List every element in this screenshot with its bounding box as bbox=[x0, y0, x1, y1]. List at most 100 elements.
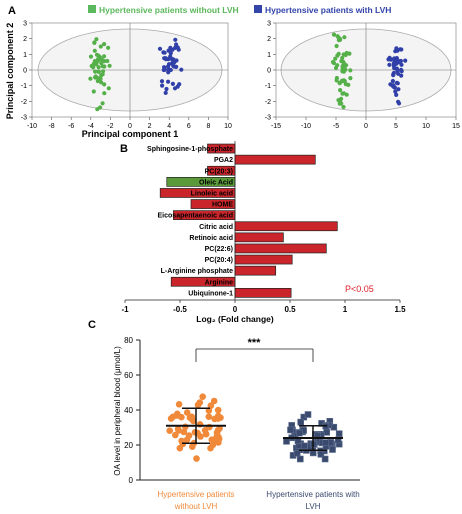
y-tick-label: 60 bbox=[124, 371, 133, 380]
oa-point bbox=[202, 430, 210, 438]
pca-point bbox=[179, 67, 184, 72]
bar-category-label: Arginine bbox=[205, 279, 233, 286]
oa-point bbox=[166, 427, 173, 435]
x-tick-label: -10 bbox=[27, 123, 37, 130]
oa-dot-plot: 0 20 40 60 80 *** OA level in peripheral blo… bbox=[113, 336, 360, 511]
bar-category-label: HOME bbox=[212, 202, 233, 209]
pca-point bbox=[343, 82, 348, 87]
pca-point bbox=[342, 35, 347, 40]
pca-point bbox=[171, 57, 176, 62]
pca-point bbox=[171, 63, 176, 69]
pca-point bbox=[330, 60, 336, 65]
x-tick-label: 8 bbox=[206, 123, 210, 130]
bar-category-label: Retinoic acid bbox=[189, 235, 233, 242]
bar bbox=[234, 232, 284, 243]
pca-point bbox=[159, 79, 165, 84]
pca-point bbox=[341, 104, 346, 110]
oa-point bbox=[199, 393, 206, 401]
pca-point bbox=[107, 63, 112, 68]
pca-point bbox=[392, 85, 397, 90]
pca-point bbox=[162, 50, 167, 55]
pca-point bbox=[102, 54, 107, 59]
x-tick-label: 6 bbox=[187, 123, 191, 130]
pca-point bbox=[396, 87, 401, 92]
oa-point bbox=[167, 415, 175, 422]
oa-point bbox=[335, 430, 343, 438]
y-tick-label: 1 bbox=[267, 52, 271, 59]
pca-point bbox=[394, 61, 399, 66]
bar-category-label: PC(20:3) bbox=[205, 168, 233, 175]
fold-change-bar-chart: Sphingosine-1-phosphate PGA2 PC(20:3) Oleic… bbox=[121, 141, 406, 324]
oa-point bbox=[191, 429, 199, 436]
pca-point bbox=[334, 43, 339, 49]
pca-point bbox=[395, 68, 400, 74]
pca-point bbox=[162, 67, 167, 72]
pca-point bbox=[393, 89, 398, 94]
oa-point bbox=[183, 436, 191, 444]
pca-point bbox=[170, 81, 175, 86]
pca-point bbox=[105, 58, 110, 64]
x-tick-label: 0.5 bbox=[284, 305, 296, 314]
oa-point bbox=[183, 409, 191, 416]
pca-point bbox=[95, 78, 100, 84]
oa-point bbox=[317, 450, 325, 458]
legend-label-with-lvh: Hypertensive patients with LVH bbox=[265, 5, 391, 15]
x-tick-label: 0 bbox=[364, 123, 368, 130]
oa-point bbox=[176, 444, 184, 452]
pca-point bbox=[394, 92, 399, 97]
pca-point bbox=[333, 56, 338, 61]
bar-category-label: Oleic Acid bbox=[199, 179, 233, 186]
pca-point bbox=[335, 63, 340, 68]
y-tick-label: -3 bbox=[265, 115, 271, 122]
pca-left-ylabel: Principal component 2 bbox=[5, 23, 15, 120]
pca-point bbox=[403, 58, 408, 63]
pca-point bbox=[102, 91, 107, 96]
pca-point bbox=[93, 69, 98, 74]
pca-point bbox=[163, 56, 168, 61]
y-tick-label: 80 bbox=[124, 336, 133, 345]
pca-point bbox=[165, 64, 171, 69]
bar bbox=[234, 265, 277, 276]
pca-point bbox=[96, 65, 101, 70]
bar bbox=[234, 243, 327, 254]
pca-point bbox=[96, 53, 101, 58]
x-tick-label: 10 bbox=[422, 123, 430, 130]
oa-point bbox=[304, 411, 312, 418]
pca-point bbox=[399, 67, 404, 72]
oa-point bbox=[217, 414, 224, 422]
oa-point bbox=[214, 427, 222, 434]
bar-category-label: Ubiquinone-1 bbox=[188, 290, 233, 297]
pca-point bbox=[386, 57, 391, 62]
bar-category-label: Sphingosine-1-phosphate bbox=[147, 146, 233, 153]
y-tick-label: 20 bbox=[124, 441, 133, 450]
oa-point bbox=[173, 412, 181, 419]
x-tick-label: 2 bbox=[148, 123, 152, 130]
pca-point bbox=[396, 99, 401, 104]
bar-category-label: PC(22:6) bbox=[205, 246, 233, 253]
oa-point bbox=[293, 449, 301, 457]
legend: Hypertensive patients without LVH Hypert… bbox=[88, 5, 391, 15]
dot-category-label-2-line1: Hypertensive patients with bbox=[266, 490, 359, 499]
pca-point bbox=[166, 79, 171, 84]
pca-point bbox=[390, 78, 395, 84]
pca-point bbox=[392, 66, 397, 71]
p-value-annotation: P<0.05 bbox=[345, 284, 374, 294]
y-tick-label: -1 bbox=[265, 83, 271, 90]
x-tick-label: -8 bbox=[48, 123, 54, 130]
pca-point bbox=[176, 47, 181, 52]
oa-point bbox=[215, 433, 222, 441]
pca-point bbox=[91, 65, 96, 70]
pca-point bbox=[166, 70, 171, 75]
x-tick-label: -5 bbox=[333, 123, 339, 130]
pca-point bbox=[334, 75, 339, 81]
x-tick-label: -1 bbox=[121, 305, 129, 314]
panel-label-b: B bbox=[120, 143, 128, 155]
y-tick-label: 1 bbox=[23, 52, 27, 59]
pca-point bbox=[99, 61, 104, 66]
pca-point bbox=[170, 47, 175, 52]
pca-point bbox=[172, 86, 178, 91]
panel-label-a: A bbox=[8, 5, 16, 17]
pca-point bbox=[164, 86, 169, 92]
y-tick-label: 0 bbox=[129, 476, 134, 485]
